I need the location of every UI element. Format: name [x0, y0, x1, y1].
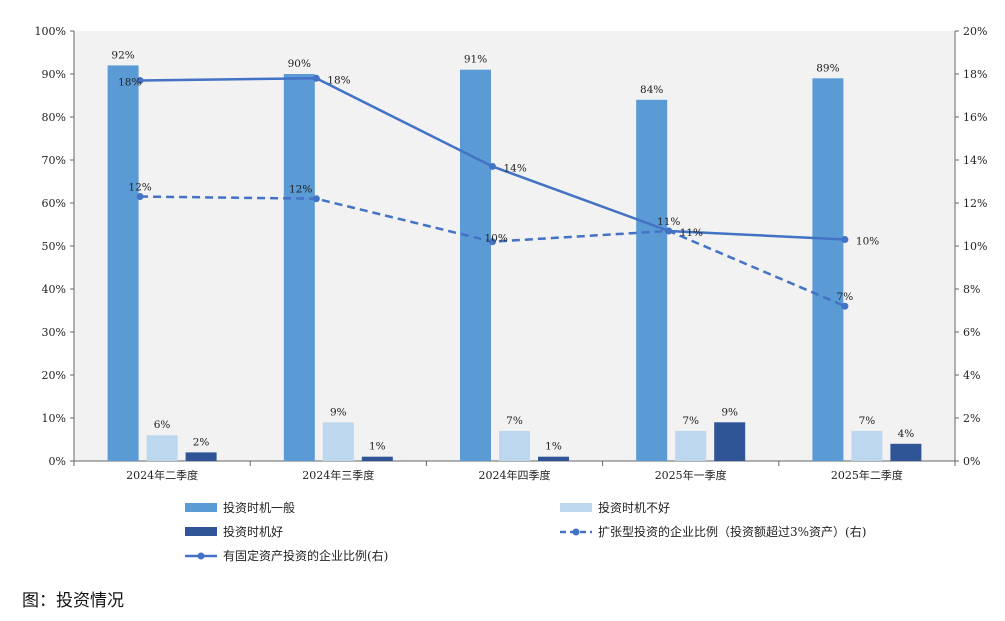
legend-swatch [185, 503, 217, 512]
bar [851, 430, 883, 461]
line-data-label: 18% [327, 74, 350, 86]
line-data-label: 11% [680, 227, 703, 239]
left-tick-label: 30% [42, 326, 66, 339]
legend-label: 投资时机一般 [223, 500, 295, 515]
bar-data-label: 6% [154, 419, 171, 431]
bar [890, 443, 922, 461]
plot-area [74, 31, 955, 461]
x-tick-label: 2024年四季度 [479, 468, 551, 482]
legend-label: 有固定资产投资的企业比例(右) [223, 548, 388, 563]
left-tick-label: 100% [35, 25, 66, 38]
left-tick-label: 70% [42, 154, 66, 167]
bar-data-label: 90% [288, 58, 311, 70]
bar [322, 422, 354, 461]
line-point [312, 74, 320, 82]
bar-data-label: 2% [193, 436, 210, 448]
legend-marker [572, 528, 580, 536]
right-tick-label: 12% [963, 197, 987, 210]
line-data-label: 7% [837, 291, 854, 303]
lines: 12% 12% 10% 11% 7% 18% 18% 14% 11% 10% [118, 74, 879, 310]
left-tick-label: 60% [42, 197, 66, 210]
bar-data-label: 91% [464, 54, 487, 66]
right-tick-label: 0% [963, 455, 980, 468]
bar [636, 99, 668, 462]
line-data-label: 10% [856, 236, 879, 248]
right-tick-label: 14% [963, 154, 987, 167]
bar [714, 422, 746, 461]
bar-data-label: 4% [898, 428, 915, 440]
legend-marker [197, 552, 205, 560]
bar [499, 430, 530, 461]
bar [361, 456, 393, 461]
bars: 92% 90% 91% 84% 89% 6% 9% 7% 7% 7% 2% 1% 1% 9% 4% [107, 49, 922, 462]
left-tick-label: 20% [42, 369, 66, 382]
line-point [136, 76, 144, 84]
bar-data-label: 92% [111, 49, 134, 61]
line-data-label: 11% [657, 216, 680, 228]
line-data-label: 14% [504, 162, 527, 174]
bar-data-label: 7% [859, 415, 876, 427]
bar-data-label: 9% [721, 406, 738, 418]
line-data-label: 18% [118, 76, 141, 88]
figure-caption: 图：投资情况 [22, 591, 124, 611]
bar-data-label: 89% [816, 62, 839, 74]
right-y-axis: 0% 2% 4% 6% 8% 10% 12% 14% 16% 18% 20% [954, 25, 987, 468]
investment-chart: 0% 10% 20% 30% 40% 50% 60% 70% 80% 90% 100% 0% 2% 4%… [35, 25, 988, 563]
bar [283, 74, 315, 461]
bar-data-label: 1% [369, 441, 386, 453]
right-tick-label: 18% [963, 68, 987, 81]
line-point [841, 236, 849, 244]
left-tick-label: 0% [49, 455, 66, 468]
line-data-label: 12% [128, 182, 151, 194]
bar [675, 430, 707, 461]
bar [185, 452, 217, 461]
left-tick-label: 80% [42, 111, 66, 124]
bar-data-label: 7% [506, 415, 523, 427]
x-tick-label: 2024年三季度 [302, 468, 374, 482]
right-tick-label: 4% [963, 369, 980, 382]
left-y-axis: 0% 10% 20% 30% 40% 50% 60% 70% 80% 90% 100% [35, 25, 75, 468]
bar-data-label: 9% [330, 406, 347, 418]
bar-data-label: 7% [682, 415, 699, 427]
legend-label: 投资时机不好 [598, 500, 670, 515]
left-tick-label: 10% [42, 412, 66, 425]
bar [107, 65, 139, 462]
x-tick-label: 2025年一季度 [655, 468, 727, 482]
line-point [136, 193, 144, 201]
bar-data-label: 84% [640, 84, 663, 96]
right-tick-label: 16% [963, 111, 987, 124]
x-tick-label: 2025年二季度 [831, 468, 903, 482]
right-tick-label: 10% [963, 240, 987, 253]
x-axis: 2024年二季度 2024年三季度 2024年四季度 2025年一季度 2025年二季度 [73, 460, 956, 482]
left-tick-label: 90% [42, 68, 66, 81]
bar [538, 456, 569, 461]
line-point [489, 162, 496, 170]
line-data-label: 12% [289, 184, 312, 196]
right-tick-label: 20% [963, 25, 987, 38]
line-point [841, 302, 849, 310]
legend-swatch [185, 527, 217, 536]
line-point [665, 227, 673, 235]
right-tick-label: 8% [963, 283, 980, 296]
left-tick-label: 50% [42, 240, 66, 253]
line-data-label: 10% [485, 233, 508, 245]
legend-label: 扩张型投资的企业比例（投资额超过3%资产）(右) [598, 524, 866, 539]
legend-swatch [560, 503, 592, 512]
bar [812, 78, 844, 462]
bar [460, 69, 491, 461]
right-tick-label: 2% [963, 412, 980, 425]
bar-data-label: 1% [545, 441, 562, 453]
left-tick-label: 40% [42, 283, 66, 296]
line-point [312, 195, 320, 203]
x-tick-label: 2024年二季度 [126, 468, 198, 482]
bar [146, 435, 178, 461]
legend-label: 投资时机好 [223, 524, 283, 539]
right-tick-label: 6% [963, 326, 980, 339]
line-point [489, 238, 496, 246]
